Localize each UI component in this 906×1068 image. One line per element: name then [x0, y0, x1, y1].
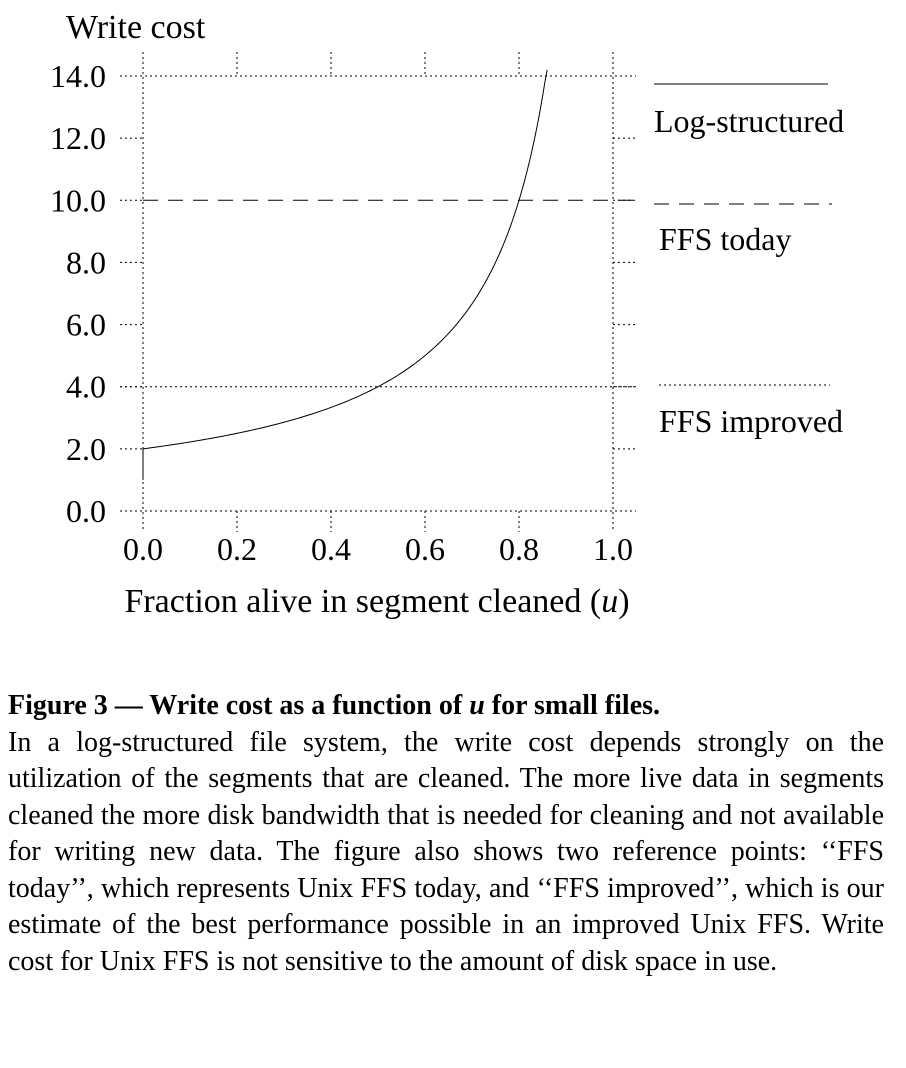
write-cost-chart: Write cost 0.0 2.0 4.0 6.0 8.0 10.0 12.0 14.0 0… — [50, 9, 844, 620]
ytick-label-4: 8.0 — [66, 244, 106, 280]
legend-label-1: FFS today — [659, 221, 791, 257]
ytick-label-3: 6.0 — [66, 307, 106, 343]
ytick-label-7: 14.0 — [50, 58, 106, 94]
x-axis-label: Fraction alive in segment cleaned (u) — [124, 583, 629, 620]
x-axis-label-text: Fraction alive in segment cleaned ( — [124, 583, 601, 620]
x-tick-labels: 0.0 0.2 0.4 0.6 0.8 1.0 — [123, 531, 633, 567]
caption-body: In a log-structured file system, the wri… — [8, 726, 884, 977]
xtick-label-5: 1.0 — [593, 531, 633, 567]
caption-title-text: Figure 3 — Write cost as a function of — [8, 690, 470, 721]
legend-label-0: Log-structured — [654, 103, 844, 139]
legend-label-2: FFS improved — [659, 403, 843, 439]
xtick-label-4: 0.8 — [499, 531, 539, 567]
ytick-label-0: 0.0 — [66, 493, 106, 529]
xtick-label-3: 0.6 — [405, 531, 445, 567]
y-tick-labels: 0.0 2.0 4.0 6.0 8.0 10.0 12.0 14.0 — [50, 58, 106, 529]
xtick-label-1: 0.2 — [217, 531, 257, 567]
ytick-label-6: 12.0 — [50, 120, 106, 156]
caption-title-variable: u — [469, 690, 485, 721]
x-axis-label-variable: u — [601, 583, 618, 620]
axis-ticks — [120, 52, 636, 532]
series-lines — [120, 69, 636, 480]
series-line-log-structured — [142, 69, 548, 450]
figure-caption: Figure 3 — Write cost as a function of u… — [8, 688, 884, 980]
caption-title: Figure 3 — Write cost as a function of u… — [8, 688, 884, 725]
plot-grid — [120, 52, 636, 532]
y-axis-label: Write cost — [66, 9, 206, 46]
xtick-label-0: 0.0 — [123, 531, 163, 567]
legend: Log-structured FFS today FFS improved — [654, 83, 844, 439]
xtick-label-2: 0.4 — [311, 531, 351, 567]
ytick-label-5: 10.0 — [50, 182, 106, 218]
x-axis-label-close: ) — [618, 583, 629, 620]
caption-title-end: for small files. — [484, 690, 661, 721]
ytick-label-2: 4.0 — [66, 369, 106, 405]
ytick-label-1: 2.0 — [66, 431, 106, 467]
